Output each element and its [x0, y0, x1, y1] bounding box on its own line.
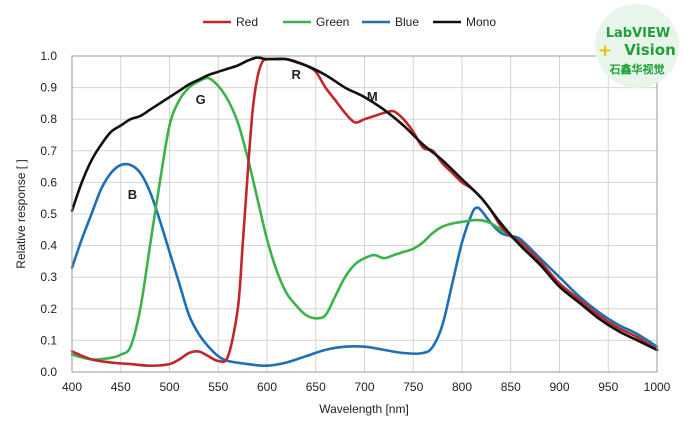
plot-frame — [71, 55, 658, 373]
y-tick-label: 0.6 — [40, 175, 57, 189]
y-tick-label: 0.5 — [40, 207, 57, 221]
legend-label-mono: Mono — [466, 15, 496, 29]
legend-label-green: Green — [316, 15, 349, 29]
x-tick-label: 650 — [306, 380, 326, 394]
x-tick-label: 550 — [208, 380, 228, 394]
legend-label-blue: Blue — [395, 15, 419, 29]
tick-labels: 400 450 500 550 600 650 700 750 800 850 900 950 1000… — [40, 49, 670, 394]
logo-text-labview: LabVIEW — [606, 26, 670, 41]
curve-label-blue: B — [128, 187, 137, 202]
x-tick-label: 750 — [403, 380, 423, 394]
y-tick-label: 0.1 — [40, 333, 57, 347]
y-tick-label: 0.4 — [40, 239, 57, 253]
logo-background — [595, 4, 679, 88]
x-tick-label: 400 — [62, 380, 82, 394]
curve-labels: R G B M — [128, 67, 378, 202]
x-tick-label: 950 — [598, 380, 618, 394]
y-tick-label: 0.9 — [40, 81, 57, 95]
x-tick-label: 800 — [452, 380, 472, 394]
x-axis-title: Wavelength [nm] — [319, 402, 409, 416]
y-tick-label: 0.8 — [40, 112, 57, 126]
x-tick-label: 900 — [549, 380, 569, 394]
x-tick-label: 1000 — [644, 380, 671, 394]
series-line-mono — [70, 56, 659, 352]
series-line-blue — [70, 162, 659, 368]
curve-label-green: G — [196, 92, 206, 107]
y-tick-label: 1.0 — [40, 49, 57, 63]
series-line-red — [70, 57, 659, 367]
series-curves — [70, 56, 659, 368]
y-tick-label: 0.2 — [40, 302, 57, 316]
legend: Red Green Blue Mono — [203, 15, 496, 29]
labview-vision-logo: LabVIEW + Vision 石鑫华视觉 — [595, 4, 679, 88]
x-tick-label: 700 — [354, 380, 374, 394]
y-tick-label: 0.0 — [40, 365, 57, 379]
x-tick-label: 500 — [159, 380, 179, 394]
x-tick-label: 850 — [501, 380, 521, 394]
logo-plus-icon: + — [598, 41, 612, 61]
curve-label-red: R — [292, 67, 302, 82]
legend-label-red: Red — [236, 15, 258, 29]
y-tick-label: 0.7 — [40, 144, 57, 158]
y-axis-title: Relative response [ ] — [14, 159, 28, 268]
y-tick-label: 0.3 — [40, 270, 57, 284]
logo-text-chinese: 石鑫华视觉 — [609, 62, 665, 76]
x-tick-label: 600 — [257, 380, 277, 394]
curve-label-mono: M — [367, 89, 378, 104]
x-tick-label: 450 — [111, 380, 131, 394]
logo-text-vision: Vision — [624, 41, 676, 59]
axes — [71, 55, 658, 373]
